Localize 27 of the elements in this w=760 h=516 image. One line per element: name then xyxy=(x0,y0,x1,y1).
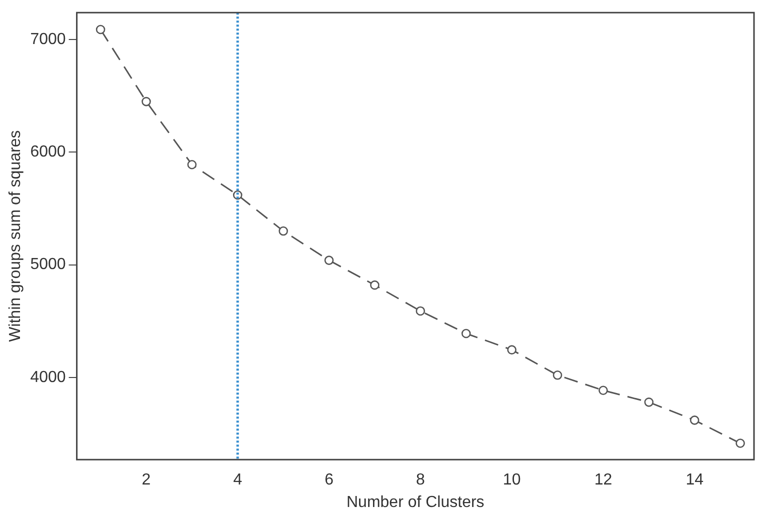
point xyxy=(507,345,516,354)
x-tick-label: 2 xyxy=(142,472,151,489)
y-tick-label: 5000 xyxy=(30,256,66,274)
x-tick-label: 6 xyxy=(324,472,334,489)
point xyxy=(461,328,471,338)
point xyxy=(142,96,151,106)
point xyxy=(598,386,608,396)
x-tick-label: 10 xyxy=(502,472,521,489)
point xyxy=(187,160,197,170)
y-tick-label: 4000 xyxy=(30,368,66,386)
point xyxy=(736,438,745,448)
point xyxy=(416,306,426,316)
x-tick-label: 12 xyxy=(594,472,612,489)
y-axis-title: Within groups sum of squares xyxy=(7,130,24,342)
point xyxy=(324,256,334,265)
point xyxy=(278,226,288,236)
point xyxy=(552,370,562,380)
point xyxy=(644,398,654,407)
y-tick-label: 6000 xyxy=(30,144,66,161)
point xyxy=(370,280,380,290)
x-tick-label: 8 xyxy=(416,472,425,489)
x-axis-title: Number of Clusters xyxy=(346,494,484,511)
y-tick-label: 7000 xyxy=(30,31,66,48)
point xyxy=(690,416,700,425)
point xyxy=(96,24,106,34)
x-tick-label: 4 xyxy=(233,472,242,489)
x-tick-label: 14 xyxy=(686,472,704,489)
